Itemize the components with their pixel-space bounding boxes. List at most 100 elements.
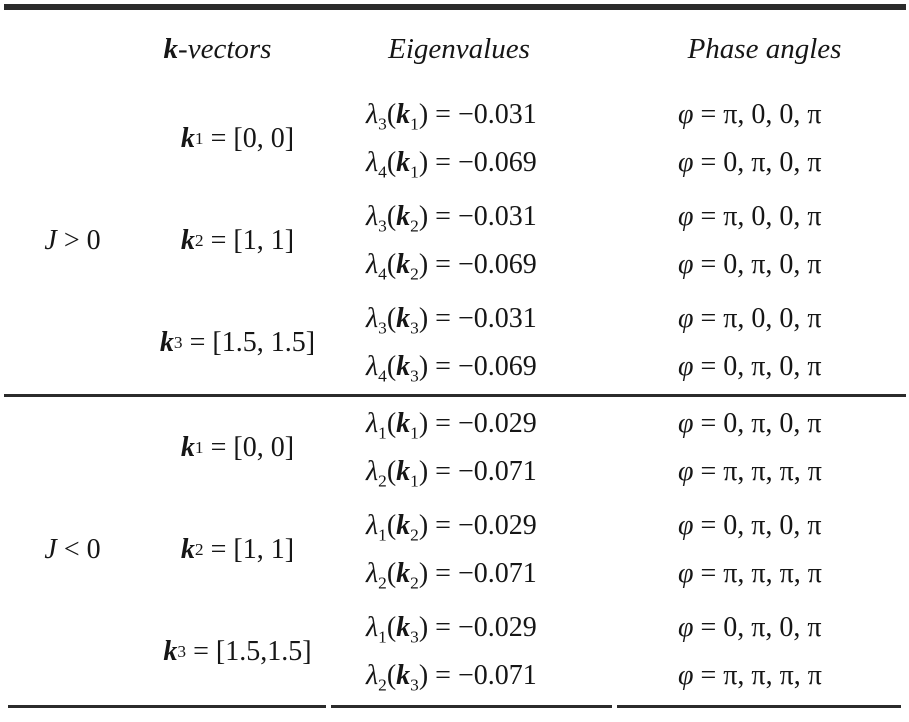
phi-symbol: φ [678, 201, 694, 232]
eigenvalue-line: λ1(k3) = −0.029 [366, 604, 620, 652]
lambda-symbol: λ [366, 456, 379, 487]
open-paren: ( [386, 558, 397, 589]
k-symbol: k [396, 612, 411, 643]
k-symbol: k [159, 327, 174, 358]
open-paren: ( [386, 408, 397, 439]
phase-angles-cell: φ = π, 0, 0, π φ = 0, π, 0, π [620, 88, 909, 190]
phase-values: = 0, π, 0, π [693, 249, 822, 280]
k-symbol: k [396, 147, 411, 178]
phi-symbol: φ [678, 351, 694, 382]
open-paren: ( [386, 510, 397, 541]
lambda-symbol: λ [366, 201, 379, 232]
open-paren: ( [386, 660, 397, 691]
phi-symbol: φ [678, 558, 694, 589]
phase-values: = π, π, π, π [693, 558, 822, 589]
k-symbol: k [163, 636, 178, 667]
k-value: = [1, 1] [203, 225, 295, 256]
lambda-subscript: 4 [378, 264, 387, 284]
k-subscript: 3 [410, 627, 419, 647]
lambda-symbol: λ [366, 99, 379, 130]
header-phase-angles: Phase angles [687, 32, 842, 65]
group-label-j-negative: J < 0 [0, 397, 145, 703]
k-subscript: 1 [410, 423, 419, 443]
k-symbol: k [396, 660, 411, 691]
eigenvalue-value: ) = −0.029 [418, 408, 537, 439]
eigenvalues-cell: λ1(k2) = −0.029 λ2(k2) = −0.071 [330, 499, 620, 601]
k-value: = [1.5, 1.5] [182, 327, 316, 358]
phase-values: = 0, π, 0, π [693, 612, 822, 643]
k-symbol: k [396, 456, 411, 487]
phi-symbol: φ [678, 510, 694, 541]
lambda-subscript: 1 [378, 525, 387, 545]
phase-line: φ = 0, π, 0, π [678, 343, 909, 391]
eigenvalue-line: λ1(k1) = −0.029 [366, 400, 620, 448]
eigenvalue-line: λ1(k2) = −0.029 [366, 502, 620, 550]
eigenvalue-value: ) = −0.069 [418, 249, 537, 280]
k-subscript: 2 [410, 264, 419, 284]
lambda-symbol: λ [366, 660, 379, 691]
eigenvalue-value: ) = −0.031 [418, 99, 537, 130]
k-value: = [1, 1] [203, 534, 295, 565]
phase-values: = π, 0, 0, π [693, 99, 822, 130]
open-paren: ( [386, 303, 397, 334]
k-value: = [0, 0] [203, 432, 295, 463]
phase-values: = 0, π, 0, π [693, 147, 822, 178]
phase-values: = 0, π, 0, π [693, 510, 822, 541]
eigenvalues-cell: λ3(k1) = −0.031 λ4(k1) = −0.069 [330, 88, 620, 190]
eigenvalue-line: λ4(k3) = −0.069 [366, 343, 620, 391]
lambda-subscript: 4 [378, 366, 387, 386]
eigenvalues-cell: λ1(k3) = −0.029 λ2(k3) = −0.071 [330, 601, 620, 703]
lambda-symbol: λ [366, 147, 379, 178]
header-k-vectors: k-vectors [125, 33, 310, 66]
lambda-subscript: 1 [378, 423, 387, 443]
lambda-symbol: λ [366, 249, 379, 280]
k-subscript: 1 [410, 162, 419, 182]
phi-symbol: φ [678, 99, 694, 130]
eigenvalue-line: λ2(k2) = −0.071 [366, 550, 620, 598]
phase-angles-cell: φ = π, 0, 0, π φ = 0, π, 0, π [620, 292, 909, 394]
phase-line: φ = π, 0, 0, π [678, 193, 909, 241]
k-subscript: 3 [410, 318, 419, 338]
eigenvalue-value: ) = −0.031 [418, 303, 537, 334]
eigenvalue-line: λ2(k3) = −0.071 [366, 652, 620, 700]
k-symbol: k [180, 123, 195, 154]
eigenvalue-value: ) = −0.069 [418, 147, 537, 178]
phi-symbol: φ [678, 408, 694, 439]
open-paren: ( [386, 201, 397, 232]
eigenvalue-line: λ3(k3) = −0.031 [366, 295, 620, 343]
k-value: = [1.5,1.5] [186, 636, 312, 667]
k-subscript: 2 [410, 525, 419, 545]
bottom-rule-segment [331, 705, 612, 708]
phase-values: = π, 0, 0, π [693, 201, 822, 232]
k-symbol: k [396, 249, 411, 280]
k-symbol: k [396, 510, 411, 541]
k-subscript: 3 [410, 366, 419, 386]
phase-line: φ = π, 0, 0, π [678, 295, 909, 343]
k-symbol: k [180, 225, 195, 256]
lambda-subscript: 3 [378, 216, 387, 236]
eigenvalue-value: ) = −0.071 [418, 660, 537, 691]
phase-angles-cell: φ = 0, π, 0, π φ = π, π, π, π [620, 601, 909, 703]
open-paren: ( [386, 249, 397, 280]
phase-angles-cell: φ = 0, π, 0, π φ = π, π, π, π [620, 397, 909, 499]
k-symbol: k [396, 201, 411, 232]
j-symbol: J [44, 534, 57, 565]
lambda-symbol: λ [366, 558, 379, 589]
open-paren: ( [386, 147, 397, 178]
phase-line: φ = 0, π, 0, π [678, 400, 909, 448]
table-header-row: k-vectors Eigenvalues Phase angles [0, 10, 909, 88]
lambda-symbol: λ [366, 510, 379, 541]
eigenvalue-line: λ4(k2) = −0.069 [366, 241, 620, 289]
phi-symbol: φ [678, 612, 694, 643]
phi-symbol: φ [678, 147, 694, 178]
lambda-subscript: 1 [378, 627, 387, 647]
k-subscript: 1 [410, 114, 419, 134]
phase-line: φ = 0, π, 0, π [678, 241, 909, 289]
